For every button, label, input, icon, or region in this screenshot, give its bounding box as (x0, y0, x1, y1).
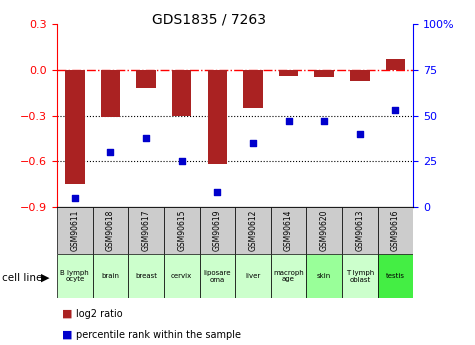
Bar (378, 207, 413, 254)
Text: liver: liver (245, 273, 261, 279)
Text: log2 ratio: log2 ratio (76, 309, 123, 319)
Text: GSM90611: GSM90611 (70, 210, 79, 251)
Bar (101, 70, 120, 117)
Bar (172, 70, 191, 116)
Bar (57, 207, 93, 254)
Bar (243, 70, 263, 108)
Text: macroph
age: macroph age (273, 269, 304, 283)
Bar (235, 254, 271, 298)
Point (249, 140, 256, 146)
Bar (200, 207, 235, 254)
Bar (164, 254, 200, 298)
Text: GSM90612: GSM90612 (248, 210, 257, 251)
Point (213, 190, 221, 195)
Point (142, 135, 150, 140)
Text: T lymph
oblast: T lymph oblast (346, 269, 374, 283)
Bar (93, 207, 128, 254)
Text: cervix: cervix (171, 273, 192, 279)
Bar (164, 207, 200, 254)
Text: GSM90615: GSM90615 (177, 209, 186, 251)
Text: brain: brain (102, 273, 119, 279)
Point (391, 107, 399, 113)
Text: GSM90613: GSM90613 (355, 209, 364, 251)
Text: GSM90619: GSM90619 (213, 209, 222, 251)
Point (356, 131, 364, 137)
Bar (271, 254, 306, 298)
Text: GSM90618: GSM90618 (106, 210, 115, 251)
Text: percentile rank within the sample: percentile rank within the sample (76, 330, 241, 339)
Text: GSM90614: GSM90614 (284, 209, 293, 251)
Bar (57, 254, 93, 298)
Text: cell line: cell line (2, 273, 43, 283)
Bar (136, 70, 156, 88)
Text: skin: skin (317, 273, 332, 279)
Text: GSM90616: GSM90616 (391, 209, 400, 251)
Bar (128, 254, 164, 298)
Bar (65, 70, 85, 184)
Text: GSM90617: GSM90617 (142, 209, 151, 251)
Bar (208, 70, 227, 164)
Point (106, 149, 114, 155)
Bar (378, 254, 413, 298)
Point (178, 159, 185, 164)
Point (71, 195, 79, 200)
Bar (128, 207, 164, 254)
Bar (314, 70, 334, 78)
Bar (342, 207, 378, 254)
Bar (271, 207, 306, 254)
Bar (350, 70, 370, 80)
Text: liposare
oma: liposare oma (204, 269, 231, 283)
Text: breast: breast (135, 273, 157, 279)
Bar (200, 254, 235, 298)
Text: B lymph
ocyte: B lymph ocyte (60, 269, 89, 283)
Bar (306, 254, 342, 298)
Bar (279, 70, 298, 76)
Text: ■: ■ (62, 309, 72, 319)
Bar (93, 254, 128, 298)
Text: GSM90620: GSM90620 (320, 209, 329, 251)
Point (285, 118, 293, 124)
Bar (306, 207, 342, 254)
Text: ■: ■ (62, 330, 72, 339)
Text: GDS1835 / 7263: GDS1835 / 7263 (152, 12, 266, 26)
Text: ▶: ▶ (41, 273, 49, 283)
Bar (386, 59, 405, 70)
Bar (342, 254, 378, 298)
Point (320, 118, 328, 124)
Bar (235, 207, 271, 254)
Text: testis: testis (386, 273, 405, 279)
